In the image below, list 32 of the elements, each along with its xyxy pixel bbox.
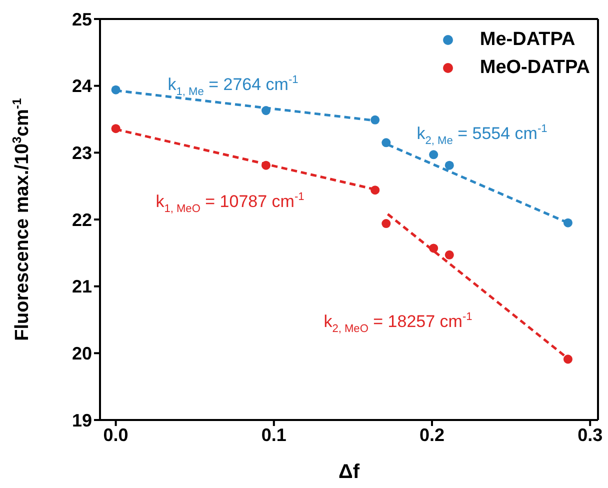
x-tick-label: 0.2 xyxy=(419,424,445,445)
y-tick-label: 23 xyxy=(72,143,92,164)
annotation: k$_{2, Me}$ = 5554 cm$^{-1}$ xyxy=(416,122,548,147)
legend-label: Me-DATPA xyxy=(480,29,576,51)
point xyxy=(370,186,380,195)
point xyxy=(370,115,380,124)
annotation: k$_{1, Me}$ = 2764 cm$^{-1}$ xyxy=(168,74,298,98)
point xyxy=(563,354,572,364)
y-tick-label: 25 xyxy=(72,9,92,30)
y-tick-label: 22 xyxy=(72,210,92,230)
x-tick-label: 0.0 xyxy=(103,424,128,445)
annotation: k$_{2, MeO}$ = 18257 cm$^{-1}$ xyxy=(324,310,472,335)
y-tick-label: 24 xyxy=(72,76,92,96)
point xyxy=(429,244,438,253)
annotation: k$_{1, MeO}$ = 10787 cm$^{-1}$ xyxy=(156,190,304,215)
y-tick-label: 19 xyxy=(72,410,92,430)
point xyxy=(111,124,120,134)
point xyxy=(382,219,391,228)
point xyxy=(444,250,454,260)
legend-label: MeO-DATPA xyxy=(480,57,590,79)
x-tick-label: 0.1 xyxy=(261,424,286,445)
point xyxy=(261,160,271,170)
point xyxy=(382,138,391,148)
point xyxy=(444,160,454,170)
y-tick-label: 21 xyxy=(72,276,92,297)
point xyxy=(563,218,572,228)
point xyxy=(429,150,438,160)
y-tick-label: 20 xyxy=(72,344,92,364)
x-tick-label: 0.3 xyxy=(578,424,603,445)
point xyxy=(261,106,271,116)
x-axis-title: Δf xyxy=(338,461,360,483)
point xyxy=(111,85,120,94)
